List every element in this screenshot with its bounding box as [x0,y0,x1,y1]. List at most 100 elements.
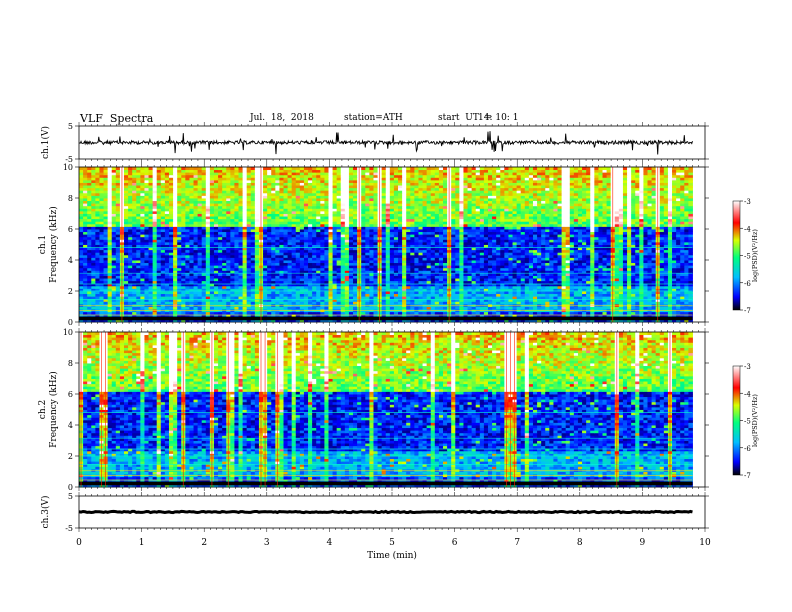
spectrogram-cell [410,278,415,282]
spectrogram-cell [295,306,301,310]
spectrogram-cell [631,260,636,264]
spectrogram-cell [434,319,440,323]
spectrogram-cell [627,252,632,256]
spectrogram-cell [201,272,207,276]
spectrogram-cell [504,319,509,323]
spectrogram-cell [631,267,636,271]
spectrogram-cell [443,254,448,258]
spectrogram-cell [443,288,448,292]
spectrogram-cell [483,301,489,305]
spectrogram-cell [209,291,215,295]
spectrogram-cell [434,244,440,248]
spectrogram-cell [389,262,395,266]
spectrogram-cell [549,296,554,300]
spectrogram-cell [627,236,632,240]
spectrogram-cell [295,283,301,287]
spectrogram-cell [647,291,653,295]
spectrogram-cell [299,293,305,297]
spectrogram-cell [123,296,129,300]
spectrogram-cell [443,291,448,295]
spectrogram-cell [340,254,346,258]
spectrogram-cell [160,280,166,284]
spectrogram-cell [111,272,117,276]
spectrogram-cell [492,267,497,271]
spectrogram-cell [193,267,199,271]
spectrogram-cell [443,241,448,245]
spectrogram-cell [422,280,428,284]
spectrogram-cell [242,249,248,253]
spectrogram-cell [340,249,346,253]
spectrogram-cell [381,252,387,256]
spectrogram-cell [197,249,203,253]
spectrogram-cell [573,298,579,302]
spectrogram-cell [238,285,244,289]
spectrogram-cell [303,262,309,266]
spectrogram-cell [598,275,603,279]
spectrogram-cell [148,291,154,295]
spectrogram-cell [430,291,436,295]
spectrogram-cell [553,298,558,302]
spectrogram-cell [418,262,423,266]
spectrogram-cell [398,265,403,269]
spectrogram-cell [222,267,227,271]
spectrogram-cell [537,265,542,269]
spectrogram-cell [287,260,293,264]
spectrogram-cell [201,285,207,289]
spectrogram-cell [614,239,620,243]
spectrogram-cell [451,272,456,276]
spectrogram-cell [168,260,174,264]
spectrogram-cell [283,262,289,266]
spectrogram-cell [537,278,542,282]
spectrogram-cell [185,311,190,315]
spectrogram-cell [140,288,145,292]
spectrogram-cell [246,314,252,318]
spectrogram-cell [160,249,166,253]
spectrogram-cell [475,291,481,295]
spectrogram-cell [250,283,256,287]
spectrogram-cell [132,296,137,300]
spectrogram-cell [414,296,419,300]
spectrogram-cell [549,244,554,248]
spectrogram-cell [213,241,219,245]
spectrogram-cell [463,267,468,271]
spectrogram-cell [213,270,219,274]
spectrogram-cell [209,296,215,300]
spectrogram-cell [193,314,199,318]
spectrogram-cell [308,298,313,302]
spectrogram-cell [463,319,468,323]
spectrogram-cell [434,265,440,269]
spectrogram-cell [659,254,665,258]
spectrogram-cell [667,285,673,289]
spectrogram-cell [520,301,526,305]
spectrogram-cell [173,270,178,274]
spectrogram-cell [164,293,170,297]
spectrogram-cell [459,241,464,245]
spectrogram-cell [418,311,423,315]
spectrogram-cell [95,319,100,323]
spectrogram-cell [291,244,297,248]
spectrogram-cell [647,293,653,297]
spectrogram-cell [156,285,162,289]
spectrogram-cell [254,311,260,315]
spectrogram-cell [512,293,518,297]
spectrogram-cell [430,319,436,323]
spectrogram-cell [561,275,567,279]
spectrogram-cell [426,265,432,269]
spectrogram-cell [385,272,391,276]
spectrogram-cell [103,319,109,323]
spectrogram-cell [393,280,399,284]
spectrogram-cell [422,314,428,318]
spectrogram-cell [639,239,644,243]
spectrogram-cell [140,280,145,284]
spectrogram-cell [348,314,354,318]
spectrogram-cell [308,265,313,269]
spectrogram-cell [299,265,305,269]
spectrogram-cell [107,267,113,271]
spectrogram-cell [242,288,248,292]
spectrogram-cell [279,285,284,289]
spectrogram-cell [295,272,301,276]
spectrogram-cell [279,260,284,264]
spectrogram-cell [316,319,321,323]
spectrogram-cell [361,280,366,284]
spectrogram-cell [504,291,509,295]
